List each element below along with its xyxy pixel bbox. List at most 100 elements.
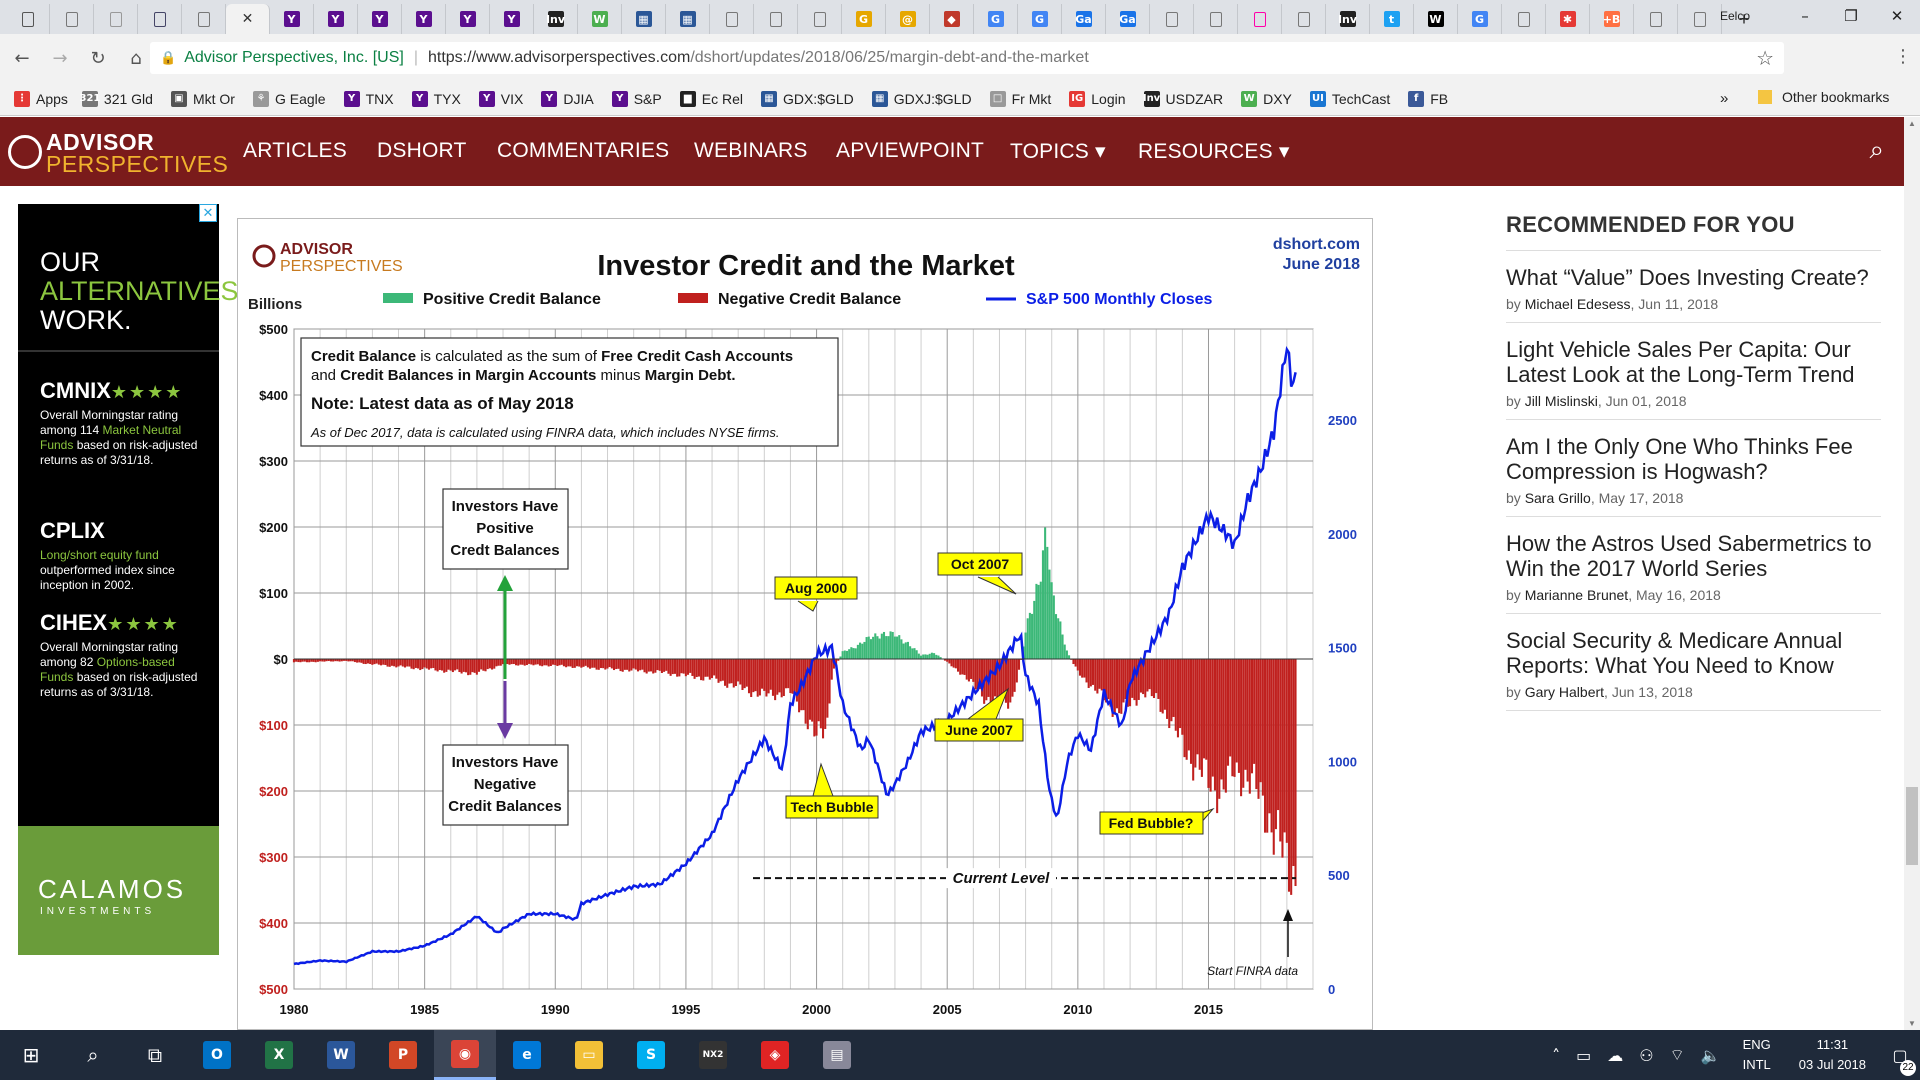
other-bookmarks[interactable]: Other bookmarks <box>1758 89 1889 105</box>
browser-tab[interactable]: +B <box>1590 4 1634 34</box>
bookmark-item[interactable]: ▆ Ec Rel <box>679 90 743 107</box>
taskbar-app[interactable]: X <box>248 1030 310 1080</box>
browser-tab[interactable]: Ga <box>1062 4 1106 34</box>
site-nav-dshort[interactable]: DSHORT <box>377 139 467 162</box>
browser-tab[interactable]: W <box>578 4 622 34</box>
search-icon[interactable]: ⌕ <box>87 1043 99 1067</box>
browser-tab[interactable]: Y <box>358 4 402 34</box>
forward-arrow-icon[interactable]: → <box>52 47 68 69</box>
taskbar-app[interactable]: W <box>310 1030 372 1080</box>
browser-tab[interactable]: G <box>842 4 886 34</box>
browser-tab[interactable]: Y <box>270 4 314 34</box>
browser-tab[interactable]: Y <box>446 4 490 34</box>
browser-tab[interactable] <box>754 4 798 34</box>
browser-tab[interactable] <box>1282 4 1326 34</box>
browser-tab[interactable]: Inv <box>534 4 578 34</box>
bookmark-item[interactable]: ⚘ G Eagle <box>252 90 326 107</box>
taskbar-app[interactable]: ▭ <box>558 1030 620 1080</box>
browser-tab[interactable]: Y <box>314 4 358 34</box>
taskbar-app[interactable]: ◈ <box>744 1030 806 1080</box>
taskbar-app[interactable]: NX2 <box>682 1030 744 1080</box>
bookmark-item[interactable]: □ Fr Mkt <box>989 90 1051 107</box>
browser-tab[interactable] <box>182 4 226 34</box>
browser-tab[interactable] <box>1634 4 1678 34</box>
bookmark-item[interactable]: Y S&P <box>611 90 662 107</box>
bookmark-item[interactable]: ▦ GDX:$GLD <box>760 90 854 107</box>
ad-close-icon[interactable]: ✕ <box>199 204 217 222</box>
author-link[interactable]: Jill Mislinski <box>1524 393 1598 409</box>
recommended-item[interactable]: Social Security & Medicare Annual Report… <box>1506 628 1881 711</box>
site-nav-apviewpoint[interactable]: APVIEWPOINT <box>836 139 985 162</box>
browser-tab[interactable]: ▦ <box>666 4 710 34</box>
browser-tab[interactable] <box>1678 4 1722 34</box>
browser-tab[interactable]: Ga <box>1106 4 1150 34</box>
tab-active[interactable]: ✕ <box>226 4 270 34</box>
browser-tab[interactable] <box>1238 4 1282 34</box>
bookmark-item[interactable]: UI TechCast <box>1309 90 1390 107</box>
bookmark-item[interactable]: W DXY <box>1241 90 1292 107</box>
browser-tab[interactable]: Inv <box>1326 4 1370 34</box>
bookmark-item[interactable]: ▦ GDXJ:$GLD <box>871 90 972 107</box>
chevron-up-icon[interactable]: ˄ <box>1552 1045 1561 1065</box>
bookmark-item[interactable]: Y VIX <box>478 90 523 107</box>
scroll-down-arrow-icon[interactable]: ▼ <box>1908 1019 1916 1028</box>
bookmark-item[interactable]: f FB <box>1408 90 1448 107</box>
recommended-item[interactable]: How the Astros Used Sabermetrics to Win … <box>1506 531 1881 614</box>
bookmark-item[interactable]: ⋮ Apps <box>14 90 68 107</box>
browser-tab[interactable]: @ <box>886 4 930 34</box>
address-bar[interactable]: 🔒 Advisor Perspectives, Inc. [US] | http… <box>150 42 1784 74</box>
browser-tab[interactable] <box>1150 4 1194 34</box>
recommended-item-title[interactable]: What “Value” Does Investing Create? <box>1506 265 1869 290</box>
volume-icon[interactable]: 🔈 <box>1700 1045 1721 1065</box>
wifi-icon[interactable]: ⌔ <box>1669 1045 1685 1064</box>
browser-tab[interactable] <box>50 4 94 34</box>
new-tab-button[interactable]: + <box>1738 8 1750 29</box>
browser-tab[interactable] <box>710 4 754 34</box>
bookmark-item[interactable]: Y TNX <box>343 90 394 107</box>
search-icon[interactable]: ⌕ <box>1869 135 1884 165</box>
close-icon[interactable]: ✕ <box>241 11 254 27</box>
minimize-button[interactable]: – <box>1801 7 1809 25</box>
browser-tab[interactable]: Y <box>402 4 446 34</box>
recommended-item-title[interactable]: How the Astros Used Sabermetrics to Win … <box>1506 531 1872 581</box>
page-scrollbar[interactable]: ▲ ▼ <box>1904 117 1920 1030</box>
author-link[interactable]: Gary Halbert <box>1524 684 1605 700</box>
task-view-icon[interactable]: ⧉ <box>147 1043 163 1067</box>
taskbar-app[interactable]: ◉ <box>434 1030 496 1080</box>
browser-tab[interactable] <box>1194 4 1238 34</box>
browser-tab[interactable]: W <box>1414 4 1458 34</box>
advisor-perspectives-logo[interactable]: ADVISOR PERSPECTIVES <box>8 129 228 177</box>
clock[interactable]: 11:31 03 Jul 2018 <box>1799 1035 1866 1075</box>
bookmark-item[interactable]: Y DJIA <box>541 90 594 107</box>
recommended-item[interactable]: Am I the Only One Who Thinks Fee Compres… <box>1506 434 1881 517</box>
maximize-button[interactable]: ❐ <box>1844 7 1858 25</box>
bookmark-item[interactable]: Y TYX <box>411 90 461 107</box>
author-link[interactable]: Sara Grillo <box>1524 490 1591 506</box>
close-window-button[interactable]: ✕ <box>1890 7 1904 25</box>
windows-start-icon[interactable]: ⊞ <box>22 1043 40 1067</box>
author-link[interactable]: Michael Edesess <box>1524 296 1631 312</box>
home-icon[interactable]: ⌂ <box>130 47 142 69</box>
taskbar-app[interactable]: O <box>186 1030 248 1080</box>
scrollbar-thumb[interactable] <box>1906 787 1918 865</box>
bookmark-star-icon[interactable]: ☆ <box>1756 46 1774 70</box>
onedrive-icon[interactable]: ☁ <box>1607 1045 1624 1065</box>
bookmarks-overflow-button[interactable]: » <box>1720 90 1729 107</box>
bookmark-item[interactable]: 321 321 Gld <box>79 90 153 107</box>
chrome-menu-icon[interactable]: ⋮ <box>1894 46 1912 67</box>
bookmark-item[interactable]: IG Login <box>1069 90 1126 107</box>
author-link[interactable]: Marianne Brunet <box>1524 587 1629 603</box>
recommended-item[interactable]: What “Value” Does Investing Create? by Mi… <box>1506 265 1881 323</box>
browser-tab[interactable]: G <box>1458 4 1502 34</box>
site-nav-resources[interactable]: RESOURCES ▾ <box>1138 140 1290 163</box>
browser-tab[interactable] <box>138 4 182 34</box>
browser-tab[interactable]: G <box>1018 4 1062 34</box>
action-center[interactable]: ▢ 22 <box>1880 1046 1920 1076</box>
browser-tab[interactable] <box>94 4 138 34</box>
bookmark-item[interactable]: ▣ Mkt Or <box>170 90 235 107</box>
browser-tab[interactable]: Y <box>490 4 534 34</box>
recommended-item-title[interactable]: Am I the Only One Who Thinks Fee Compres… <box>1506 434 1853 484</box>
taskbar-app[interactable]: ▤ <box>806 1030 868 1080</box>
taskbar-app[interactable]: S <box>620 1030 682 1080</box>
recommended-item-title[interactable]: Social Security & Medicare Annual Report… <box>1506 628 1843 678</box>
